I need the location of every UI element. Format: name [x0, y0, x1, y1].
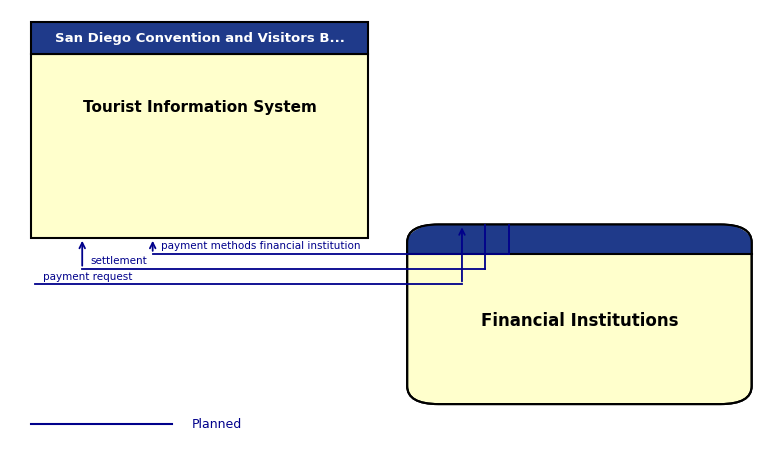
Text: Financial Institutions: Financial Institutions — [481, 313, 678, 330]
Bar — [31, 54, 368, 238]
Text: payment request: payment request — [43, 272, 132, 282]
Bar — [31, 22, 368, 54]
Text: Tourist Information System: Tourist Information System — [83, 100, 316, 115]
Text: settlement: settlement — [90, 256, 146, 266]
Text: payment methods financial institution: payment methods financial institution — [161, 242, 360, 251]
FancyBboxPatch shape — [407, 224, 752, 404]
Text: Planned: Planned — [192, 418, 242, 431]
Text: San Diego Convention and Visitors B...: San Diego Convention and Visitors B... — [55, 32, 345, 44]
Polygon shape — [407, 224, 752, 254]
